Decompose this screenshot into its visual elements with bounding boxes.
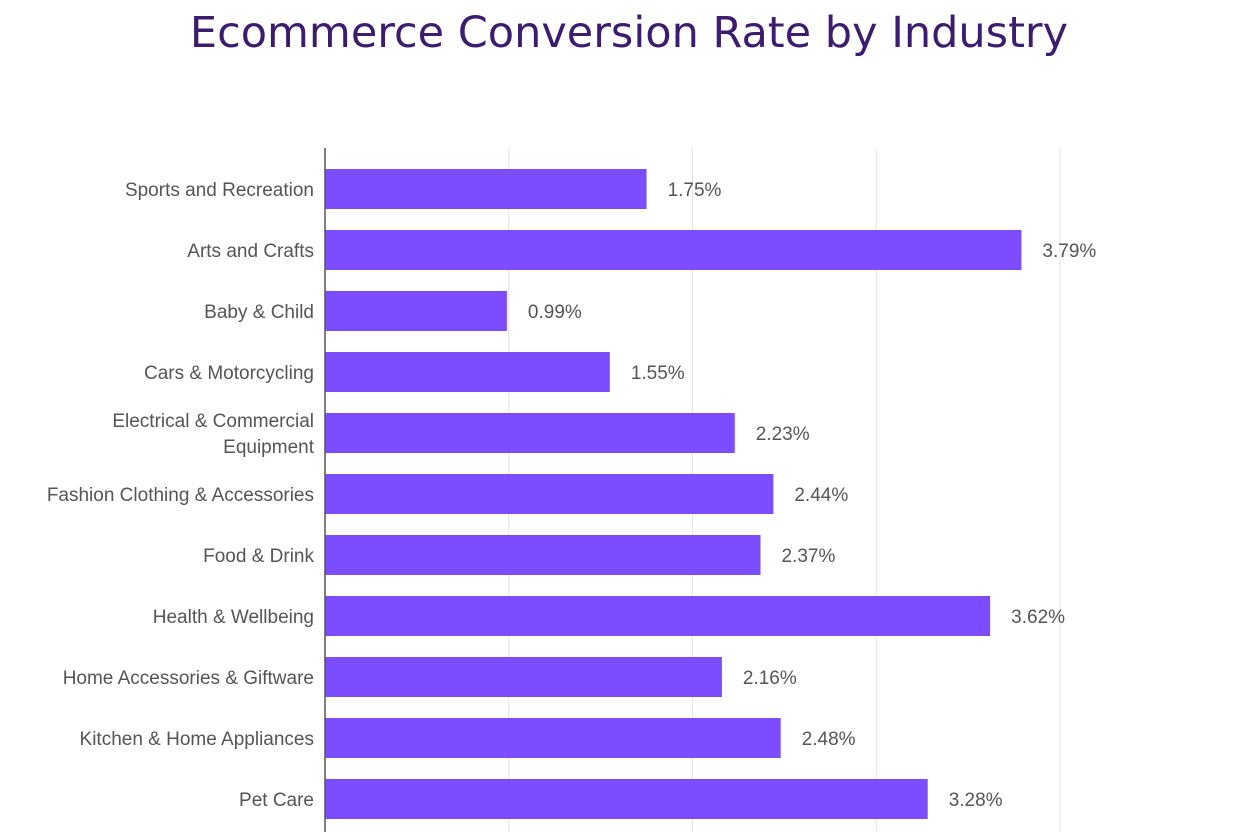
bar-value-label: 3.28%: [949, 790, 1003, 811]
category-label-line: Baby & Child: [204, 302, 314, 323]
bar-value-label: 2.16%: [743, 668, 797, 689]
category-label: Food & Drink: [203, 546, 314, 567]
bars: [325, 169, 1022, 819]
category-label-line: Pet Care: [239, 790, 314, 811]
bar: [325, 718, 781, 758]
bar-value-label: 3.79%: [1042, 241, 1096, 262]
bar-value-label: 2.37%: [781, 546, 835, 567]
category-label-line: Home Accessories & Giftware: [63, 668, 314, 689]
category-label-line: Equipment: [223, 437, 315, 458]
bar: [325, 535, 761, 575]
bar-value-label: 3.62%: [1011, 607, 1065, 628]
category-label: Health & Wellbeing: [153, 607, 314, 628]
bar: [325, 596, 991, 636]
category-label-line: Health & Wellbeing: [153, 607, 314, 628]
category-label: Fashion Clothing & Accessories: [47, 485, 314, 506]
bar: [325, 291, 507, 331]
category-label-line: Fashion Clothing & Accessories: [47, 485, 314, 506]
bar: [325, 169, 647, 209]
chart-title: Ecommerce Conversion Rate by Industry: [189, 8, 1069, 58]
category-label-line: Cars & Motorcycling: [144, 363, 314, 384]
category-label: Arts and Crafts: [187, 241, 314, 262]
category-label-line: Food & Drink: [203, 546, 314, 567]
category-label: Kitchen & Home Appliances: [80, 729, 314, 750]
bar-value-label: 2.44%: [794, 485, 848, 506]
bar: [325, 474, 774, 514]
bar-value-label: 1.75%: [668, 180, 722, 201]
bar-value-label: 2.48%: [802, 729, 856, 750]
bar: [325, 779, 928, 819]
category-label-line: Arts and Crafts: [187, 241, 314, 262]
category-label: Home Accessories & Giftware: [63, 668, 314, 689]
bar: [325, 230, 1022, 270]
bar-value-label: 2.23%: [756, 424, 810, 445]
category-label: Baby & Child: [204, 302, 314, 323]
category-label: Pet Care: [239, 790, 314, 811]
labels: 1.75% Sports and Recreation 3.79% Arts and …: [47, 180, 1097, 811]
category-label-line: Sports and Recreation: [125, 180, 314, 201]
bar-value-label: 0.99%: [528, 302, 582, 323]
bar-value-label: 1.55%: [631, 363, 685, 384]
category-label: Electrical & Commercial Equipment: [112, 411, 314, 458]
category-label-line: Kitchen & Home Appliances: [80, 729, 314, 750]
bar: [325, 657, 722, 697]
bar: [325, 413, 735, 453]
category-label: Sports and Recreation: [125, 180, 314, 201]
category-label-line: Electrical & Commercial: [112, 411, 314, 432]
bar: [325, 352, 610, 392]
category-label: Cars & Motorcycling: [144, 363, 314, 384]
